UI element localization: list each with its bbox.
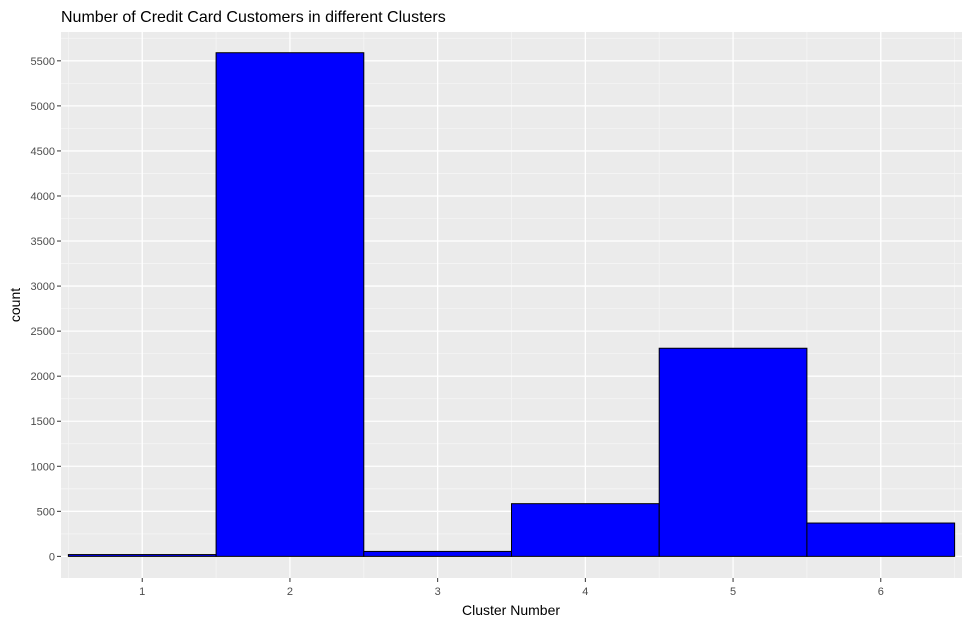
y-tick-label: 3000: [31, 281, 55, 293]
y-tick-label: 3500: [31, 236, 55, 248]
bar-cluster-5: [658, 347, 808, 557]
y-axis: 0 500 1000 1500 2000 2500 3000 3500 4000 4500 5000…: [31, 56, 61, 563]
x-tick-label: 6: [878, 586, 884, 598]
plot-panel: [61, 32, 962, 578]
bar-cluster-1: [67, 554, 217, 557]
x-tick-label: 4: [582, 586, 588, 598]
y-axis-title: count: [7, 288, 23, 322]
x-axis-title: Cluster Number: [462, 602, 560, 618]
y-tick-label: 5500: [31, 56, 55, 68]
bar-cluster-2: [215, 52, 365, 557]
bar-cluster-4: [511, 503, 660, 557]
y-tick-label: 1500: [31, 416, 55, 428]
x-axis: 1 2 3 4 5 6: [139, 578, 884, 598]
x-tick-label: 1: [139, 586, 145, 598]
y-tick-label: 4500: [31, 146, 55, 158]
y-tick-label: 5000: [31, 101, 55, 113]
y-tick-label: 0: [49, 551, 55, 563]
x-tick-label: 3: [435, 586, 441, 598]
y-tick-label: 2000: [31, 371, 55, 383]
bar-cluster-3: [363, 550, 512, 557]
y-tick-label: 4000: [31, 191, 55, 203]
y-tick-label: 2500: [31, 326, 55, 338]
chart-title: Number of Credit Card Customers in diffe…: [61, 9, 446, 26]
bar-cluster-6: [806, 522, 956, 557]
y-tick-label: 500: [37, 506, 55, 518]
x-tick-label: 5: [730, 586, 736, 598]
x-tick-label: 2: [287, 586, 293, 598]
y-tick-label: 1000: [31, 461, 55, 473]
